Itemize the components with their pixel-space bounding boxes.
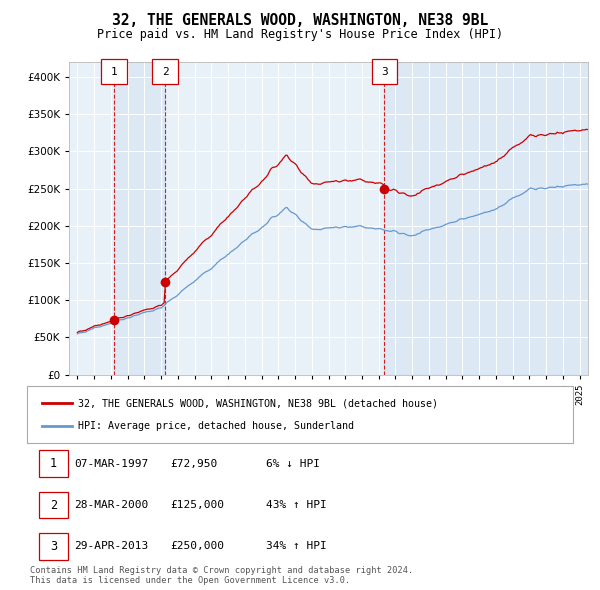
Bar	[384, 62, 588, 375]
Text: 6% ↓ HPI: 6% ↓ HPI	[266, 459, 320, 468]
Text: HPI: Average price, detached house, Sunderland: HPI: Average price, detached house, Sund…	[78, 421, 354, 431]
Text: 32, THE GENERALS WOOD, WASHINGTON, NE38 9BL: 32, THE GENERALS WOOD, WASHINGTON, NE38 …	[112, 13, 488, 28]
Bar	[114, 62, 165, 375]
Text: 1: 1	[110, 67, 118, 77]
Text: 3: 3	[381, 67, 388, 77]
Text: 43% ↑ HPI: 43% ↑ HPI	[266, 500, 326, 510]
Text: £72,950: £72,950	[170, 459, 217, 468]
Text: 34% ↑ HPI: 34% ↑ HPI	[266, 542, 326, 551]
Text: 07-MAR-1997: 07-MAR-1997	[74, 459, 148, 468]
Text: Price paid vs. HM Land Registry's House Price Index (HPI): Price paid vs. HM Land Registry's House …	[97, 28, 503, 41]
Text: 2: 2	[50, 499, 57, 512]
Text: Contains HM Land Registry data © Crown copyright and database right 2024.
This d: Contains HM Land Registry data © Crown c…	[30, 566, 413, 585]
Text: £250,000: £250,000	[170, 542, 224, 551]
Text: £125,000: £125,000	[170, 500, 224, 510]
Text: 2: 2	[162, 67, 169, 77]
Text: 3: 3	[50, 540, 57, 553]
Text: 28-MAR-2000: 28-MAR-2000	[74, 500, 148, 510]
Text: 32, THE GENERALS WOOD, WASHINGTON, NE38 9BL (detached house): 32, THE GENERALS WOOD, WASHINGTON, NE38 …	[78, 398, 438, 408]
Text: 1: 1	[50, 457, 57, 470]
Text: 29-APR-2013: 29-APR-2013	[74, 542, 148, 551]
